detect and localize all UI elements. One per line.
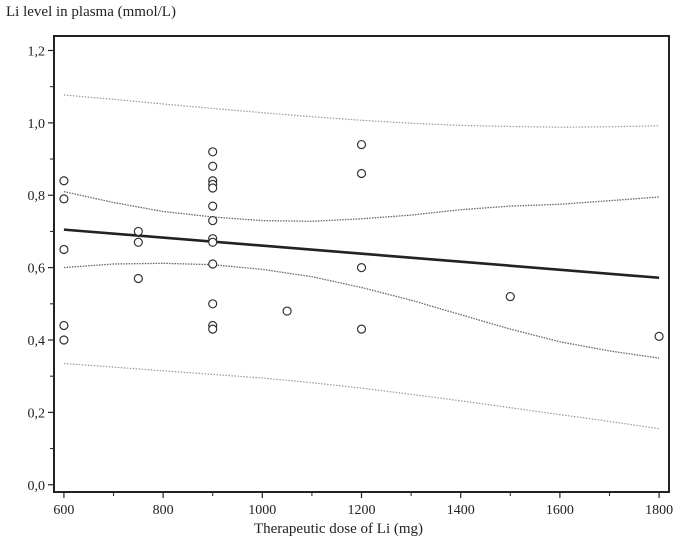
y-tick-label: 0,6 — [28, 262, 46, 277]
data-point — [208, 201, 218, 211]
y-tick-label: 1,0 — [28, 117, 46, 132]
data-point — [356, 263, 367, 273]
x-axis-title: Therapeutic dose of Li (mg) — [253, 521, 424, 537]
x-tick-label: 1600 — [546, 503, 574, 518]
data-point — [282, 306, 292, 316]
confidence-band-lower — [63, 262, 660, 359]
data-point — [654, 331, 664, 341]
data-point — [505, 291, 515, 302]
y-tick-label: 0,4 — [28, 334, 46, 349]
data-point — [356, 324, 367, 334]
y-tick-label: 1,2 — [28, 44, 46, 59]
data-point — [356, 168, 367, 179]
data-point — [59, 320, 69, 331]
regression-line — [63, 228, 660, 280]
data-point — [208, 147, 218, 157]
x-tick-label: 800 — [153, 503, 174, 518]
x-tick-label: 1800 — [645, 503, 673, 518]
data-point — [133, 226, 143, 237]
prediction-band-lower — [63, 362, 660, 430]
x-tick-label: 1200 — [348, 503, 376, 518]
data-point — [133, 237, 143, 247]
data-point — [208, 161, 218, 171]
prediction-band-upper — [63, 94, 660, 128]
regression-line-group — [63, 228, 660, 280]
y-tick-label: 0,2 — [28, 406, 46, 421]
data-point — [356, 139, 367, 150]
x-tick-label: 1000 — [248, 503, 276, 518]
data-point — [59, 335, 69, 345]
data-point — [208, 324, 218, 334]
data-point — [133, 273, 143, 284]
data-point — [208, 259, 218, 269]
x-tick-label: 1400 — [447, 503, 475, 518]
data-point — [208, 237, 218, 247]
data-point — [59, 244, 69, 255]
confidence-band-upper — [63, 190, 660, 222]
data-point — [59, 176, 69, 186]
data-point — [208, 183, 218, 193]
y-tick-label: 0,8 — [28, 189, 46, 204]
y-tick-label: 0,0 — [28, 479, 46, 494]
band-lines-group — [63, 94, 660, 430]
data-point — [208, 215, 218, 226]
x-tick-label: 600 — [53, 503, 74, 518]
data-point — [208, 299, 218, 309]
data-point — [59, 194, 69, 204]
y-axis-title: Li level in plasma (mmol/L) — [6, 4, 176, 20]
axes-group: 600 800 1000 1200 1400 1600 1800 0,0 0,2 0,4 0,6 0,… — [28, 35, 673, 518]
data-points-group — [59, 139, 664, 345]
